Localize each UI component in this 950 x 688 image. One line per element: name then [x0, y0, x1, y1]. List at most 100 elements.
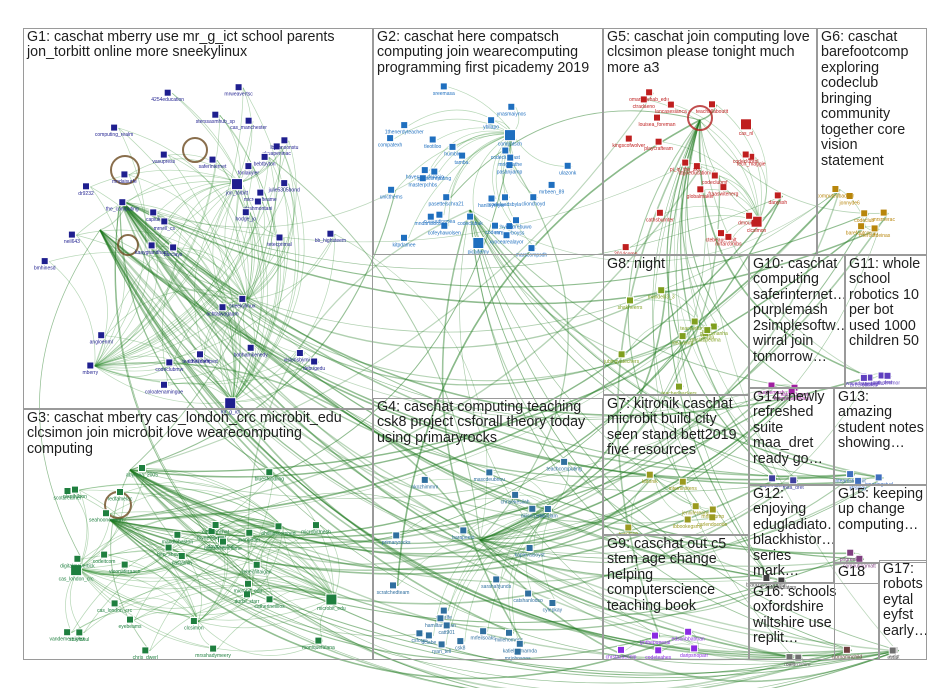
node-g5: kingscofwolver — [612, 134, 646, 149]
node-g1: dr9232 — [78, 182, 94, 197]
node-label: microbit_edu — [234, 588, 263, 594]
node-avatar — [684, 627, 693, 636]
node-label: kitpdamee — [392, 242, 415, 248]
node-avatar — [71, 485, 79, 494]
edge — [408, 133, 513, 239]
edge — [94, 234, 336, 367]
node-g1: coloatenamingue — [145, 380, 183, 395]
edge — [232, 234, 336, 403]
node-label: coloatenamingue — [145, 389, 183, 395]
node-g5: louisea_foreman — [639, 113, 676, 128]
node-label: kaaygrandham — [135, 250, 168, 256]
node-avatar — [724, 232, 733, 241]
edge — [99, 229, 777, 419]
node-avatar — [846, 548, 855, 557]
node-avatar — [624, 134, 633, 143]
node-label: humble — [444, 151, 461, 157]
node-avatar — [177, 552, 186, 560]
edge — [94, 182, 240, 367]
node-g3: ben_show — [157, 543, 180, 558]
node-label: bobhamkenedy — [234, 352, 269, 358]
node-avatar — [708, 513, 717, 522]
node-g4: catt901 — [438, 621, 455, 636]
edge — [177, 247, 241, 402]
edge — [78, 568, 252, 615]
node-g3: blamoreenefame — [204, 537, 242, 552]
node-avatar — [118, 198, 127, 207]
node-label: microbitmesh — [301, 530, 331, 536]
edge — [129, 469, 884, 583]
node-g4: scratchedteam — [377, 581, 409, 596]
node-label: codeclubmw — [155, 367, 183, 373]
node-label: hamiltancelan — [425, 623, 456, 629]
edge — [78, 568, 275, 616]
edge — [675, 104, 760, 221]
node-label: mrbeen_89 — [539, 189, 565, 195]
edge — [105, 289, 247, 336]
edge — [129, 469, 898, 688]
node-avatar — [708, 505, 717, 514]
node-g5: codeclubmf — [702, 171, 728, 186]
node-g2: xyocearealayor — [490, 231, 524, 246]
edge — [109, 519, 852, 684]
edge — [186, 556, 202, 622]
node-g4: robotlam — [538, 505, 558, 520]
node-g1: neil643 — [64, 230, 80, 245]
node-avatar — [110, 123, 119, 132]
edge — [109, 480, 799, 605]
self-loop — [687, 105, 713, 131]
edge — [129, 469, 424, 637]
edge — [616, 119, 701, 637]
edge — [479, 378, 869, 555]
node-g3: mandlobaston — [162, 530, 193, 545]
node-g1: saferinternet — [199, 155, 227, 170]
edge — [94, 245, 158, 367]
node-g4: chrisekesiiah — [501, 490, 530, 505]
node-label: castamin — [172, 561, 192, 567]
node-avatar — [624, 523, 633, 532]
edge — [334, 233, 488, 541]
node-g7: kitronik — [642, 470, 658, 485]
node-label: clionchoyd — [521, 202, 545, 208]
node-avatar — [420, 475, 429, 484]
node-avatar — [246, 343, 255, 352]
node-g1: sterssasmhub_sp — [196, 110, 235, 125]
edge — [39, 229, 101, 560]
node-label: lbjohnsonstu — [270, 145, 298, 151]
edge — [129, 469, 553, 565]
edge — [76, 229, 248, 300]
node-g9: edsonbbatman — [672, 627, 705, 642]
node-label: mrnell_cs — [154, 226, 176, 232]
node-label: inteamstudent — [834, 479, 866, 485]
edge — [94, 362, 481, 541]
node-avatar — [515, 639, 524, 648]
edge — [119, 199, 798, 492]
node-g2: cofeyhawolsen — [428, 221, 461, 236]
edge — [198, 587, 335, 622]
node-label: dudsl_starr — [235, 599, 260, 605]
edge — [239, 146, 282, 183]
group-title-g3: G3: caschat mberry cas_london_crc microb… — [27, 410, 342, 457]
node-avatar — [274, 522, 283, 531]
node-g6: jonnyde6 — [839, 192, 860, 207]
node-g2: humble — [444, 142, 461, 157]
node-label: pesscomputing — [417, 176, 451, 182]
edge — [109, 519, 898, 679]
node-g2: hyibnorebuwo — [500, 216, 532, 231]
edge — [119, 199, 855, 477]
node-label: mynewsjeunt — [197, 536, 227, 542]
node-g4: csforall — [411, 629, 427, 644]
node-avatar — [506, 153, 515, 162]
edge — [109, 133, 513, 521]
edge — [119, 199, 275, 474]
node-g1: fonlakyler — [238, 162, 259, 177]
node-label: clpmamnchild — [832, 654, 863, 660]
node-avatar — [312, 521, 320, 530]
edge — [99, 229, 865, 580]
node-avatar — [280, 179, 289, 188]
node-g3: rebecfiltaigan — [242, 560, 272, 575]
edge — [394, 118, 513, 139]
node-g4: catshanlodso — [513, 589, 543, 604]
edge — [472, 133, 513, 218]
node-avatar — [845, 192, 854, 200]
